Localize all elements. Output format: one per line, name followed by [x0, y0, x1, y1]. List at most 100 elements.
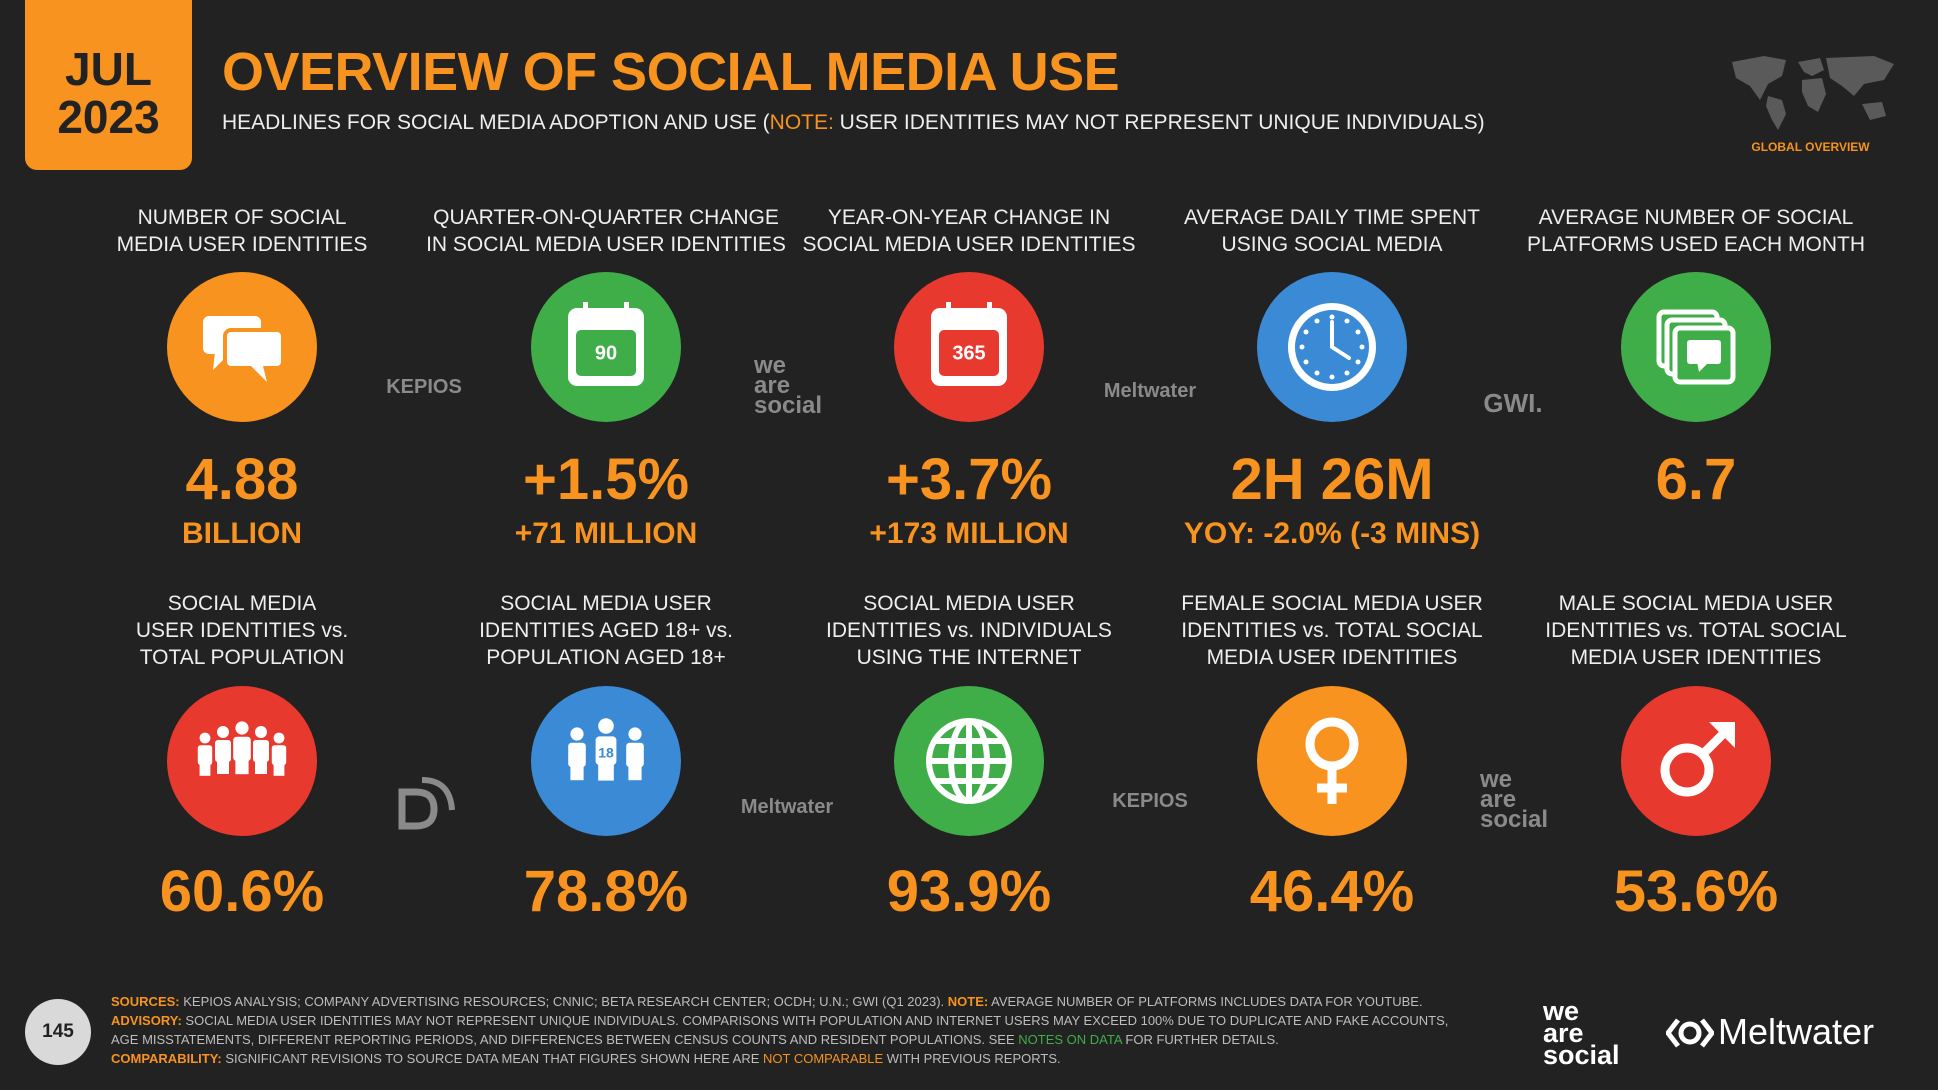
world-map	[1732, 56, 1894, 130]
subtitle: HEADLINES FOR SOCIAL MEDIA ADOPTION AND …	[222, 110, 1485, 136]
label-line: IDENTITIES vs. TOTAL SOCIAL	[1181, 619, 1483, 642]
year: 2023	[57, 91, 160, 143]
logo-word: are	[1480, 785, 1517, 813]
icon-part	[624, 302, 629, 314]
label-line: SOCIAL MEDIA USER IDENTITIES	[802, 233, 1136, 256]
tile-value: 93.9%	[886, 859, 1052, 924]
footer-paragraph: COMPARABILITY: SIGNIFICANT REVISIONS TO …	[111, 1049, 1461, 1068]
icon-part	[1359, 344, 1365, 350]
text-segment: HEADLINES FOR SOCIAL MEDIA ADOPTION AND …	[222, 111, 770, 134]
icon-part	[233, 736, 251, 761]
icon-part	[939, 330, 999, 376]
logo-word: social	[754, 392, 823, 420]
icon-part	[1303, 329, 1309, 335]
icon-part	[271, 745, 287, 765]
icon-part	[217, 760, 229, 774]
icon-part	[1314, 318, 1320, 324]
tile-subvalue: +173 MILLION	[869, 517, 1069, 550]
tile-subvalue: +71 MILLION	[514, 517, 698, 550]
icon-part	[235, 758, 249, 775]
icon-part	[255, 760, 267, 774]
meltwater-eye	[1666, 1018, 1714, 1048]
tile-value: 2H 26M	[1230, 447, 1434, 512]
icon-part	[199, 732, 211, 744]
tile-label: SOCIAL MEDIA USER IDENTITIES AGED 18+ vs.…	[416, 590, 796, 671]
text-segment: USER IDENTITIES MAY NOT REPRESENT UNIQUE…	[833, 111, 1485, 134]
tile-label: AVERAGE NUMBER OF SOCIAL PLATFORMS USED E…	[1506, 204, 1886, 258]
tile-subvalue: BILLION	[182, 517, 302, 550]
icon-part	[253, 740, 269, 762]
source-logo: KEPIOS	[369, 376, 479, 398]
text-segment: SOURCES:	[111, 994, 180, 1009]
icon-part	[251, 366, 267, 382]
logo-word: KEPIOS	[386, 376, 462, 398]
label-line: AVERAGE NUMBER OF SOCIAL	[1538, 206, 1854, 229]
label-line: IDENTITIES vs. INDIVIDUALS	[826, 619, 1112, 642]
icon-part	[628, 764, 642, 781]
brand-logo: we are social	[1543, 996, 1620, 1070]
label-line: SOCIAL MEDIA	[167, 592, 317, 615]
title: OVERVIEW OF SOCIAL MEDIA USE	[222, 42, 1120, 102]
tile-icon	[167, 686, 317, 836]
tile-icon: 90	[531, 272, 681, 422]
label-line: TOTAL POPULATION	[139, 646, 345, 669]
icon-part	[197, 745, 213, 765]
icon-circle	[1621, 686, 1771, 836]
icon-part	[598, 762, 614, 781]
source-logo: we are social	[1458, 765, 1590, 834]
tile-label: NUMBER OF SOCIAL MEDIA USER IDENTITIES	[52, 204, 432, 258]
tile-icon	[1257, 686, 1407, 836]
source-logo: Meltwater	[732, 797, 842, 817]
icon-part	[1709, 722, 1735, 748]
icon-text: 90	[595, 342, 617, 364]
text-segment: SIGNIFICANT REVISIONS TO SOURCE DATA MEA…	[221, 1051, 764, 1066]
tile-icon	[1621, 686, 1771, 836]
tile-value: +3.7%	[885, 447, 1053, 512]
text-segment: WITH PREVIOUS REPORTS.	[883, 1051, 1061, 1066]
icon-part	[1299, 344, 1305, 350]
label-line: IDENTITIES vs. TOTAL SOCIAL	[1545, 619, 1847, 642]
icon-part	[1330, 320, 1351, 360]
icon-part	[1317, 766, 1347, 804]
label-line: AVERAGE DAILY TIME SPENT	[1183, 206, 1481, 229]
partner-logo: Meltwater	[1718, 1011, 1875, 1052]
tile-value: 4.88	[185, 447, 299, 512]
icon-text: 365	[952, 342, 985, 364]
logo-word: we	[754, 351, 787, 379]
icon-part	[273, 763, 285, 776]
label-line: USING SOCIAL MEDIA	[1221, 233, 1443, 256]
text-segment: COMPARABILITY:	[111, 1051, 222, 1066]
text-segment: SOCIAL MEDIA USER IDENTITIES MAY NOT REP…	[111, 1013, 1449, 1047]
tile-icon: 18	[531, 686, 681, 836]
icon-circle	[1257, 686, 1407, 836]
label-line: SOCIAL MEDIA USER	[863, 592, 1075, 615]
tile-value: 53.6%	[1613, 859, 1779, 924]
icon-part	[1329, 374, 1335, 380]
logo-word: we	[1480, 765, 1513, 793]
tile-label: QUARTER-ON-QUARTER CHANGE IN SOCIAL MEDIA…	[416, 204, 796, 258]
tile-icon	[167, 272, 317, 422]
logo-word: social	[1480, 806, 1549, 834]
icon-text: 18	[598, 745, 614, 761]
text-segment: KEPIOS ANALYSIS; COMPANY ADVERTISING RES…	[179, 994, 948, 1009]
tile-value: 78.8%	[523, 859, 689, 924]
brand-word: we	[1543, 996, 1580, 1026]
icon-part	[570, 727, 584, 741]
brand-word: social	[1543, 1040, 1620, 1070]
icon-part	[235, 721, 249, 735]
logo-word: Meltwater	[1103, 380, 1197, 402]
footer-notes: SOURCES: KEPIOS ANALYSIS; COMPANY ADVERT…	[111, 992, 1461, 1068]
label-line: YEAR-ON-YEAR CHANGE IN	[827, 206, 1111, 229]
tile-label: FEMALE SOCIAL MEDIA USER IDENTITIES vs. T…	[1142, 590, 1522, 671]
icon-part	[1329, 314, 1335, 320]
text-segment: NOTE:	[769, 111, 834, 134]
tile-value: 46.4%	[1249, 859, 1415, 924]
icon-part	[199, 763, 211, 776]
source-logo: KEPIOS	[1095, 791, 1205, 811]
page-number: 145	[25, 999, 91, 1065]
icon-part	[1344, 370, 1350, 376]
label-line: SOCIAL MEDIA USER	[500, 592, 712, 615]
tile-subvalue: YOY: -2.0% (-3 MINS)	[1183, 517, 1481, 550]
text-segment: NOTES ON DATA	[1018, 1032, 1122, 1047]
